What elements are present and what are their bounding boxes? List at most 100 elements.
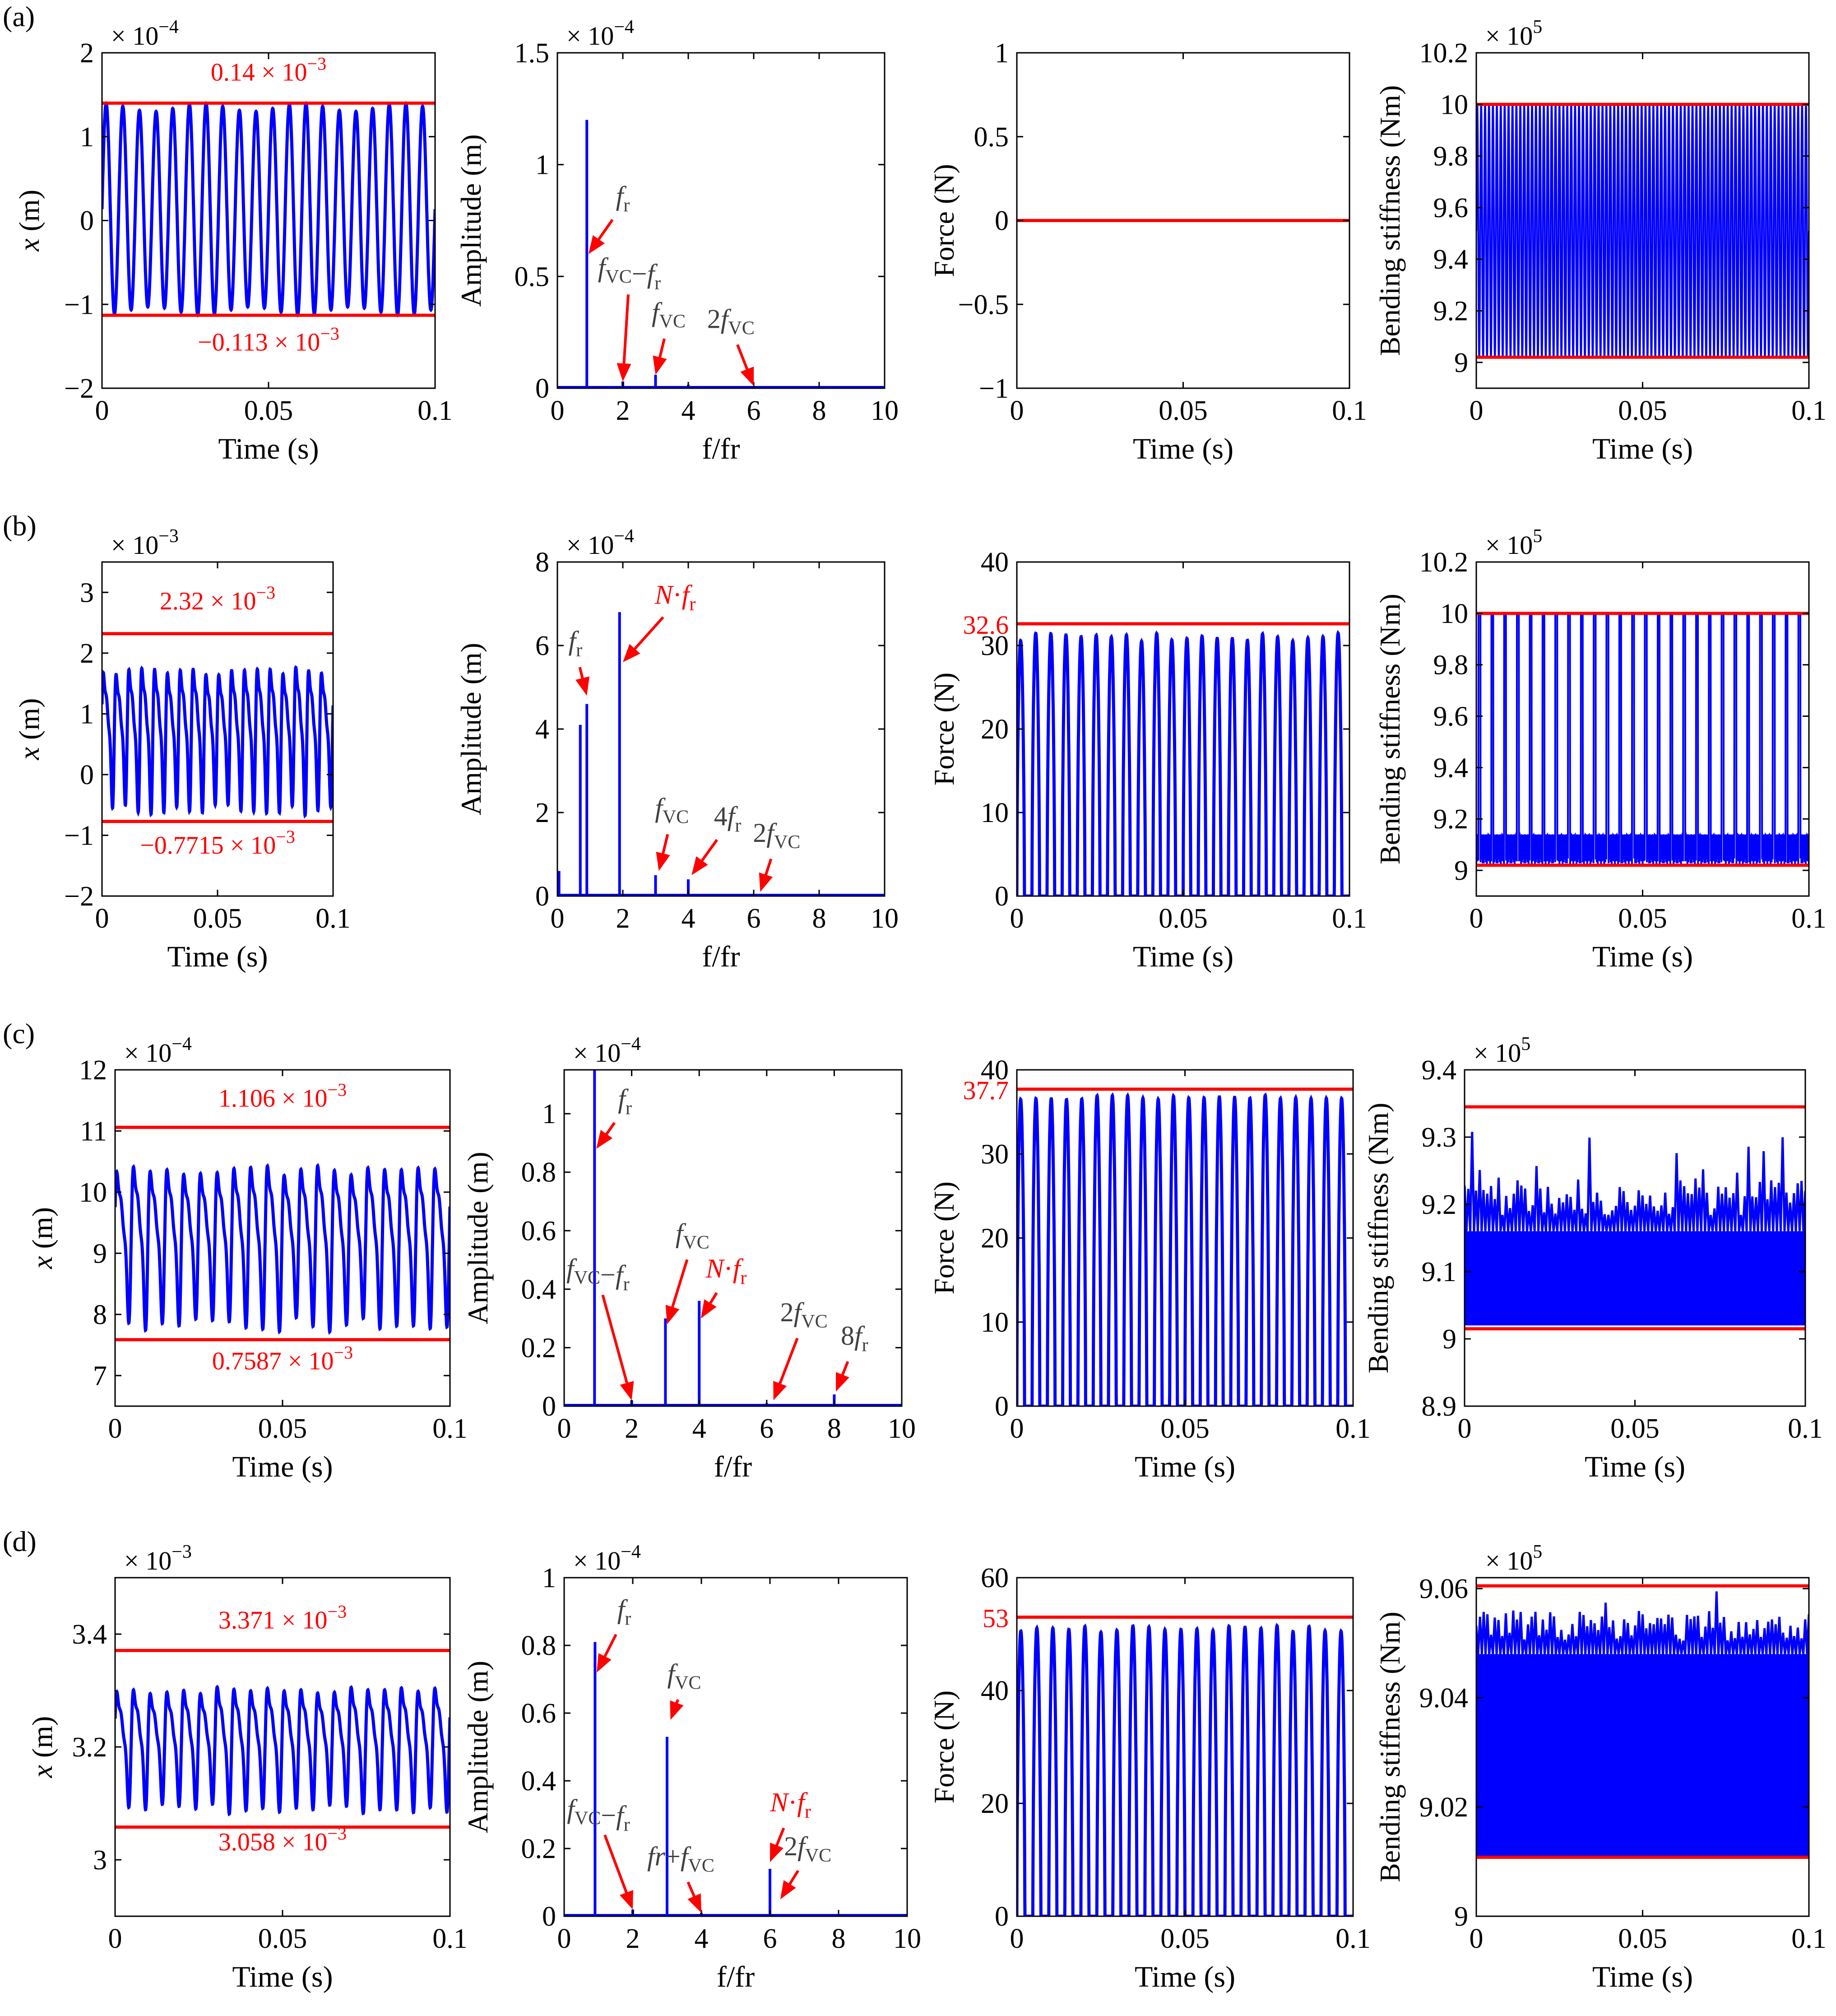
y-tick-label: 8.9 [1422,1391,1457,1422]
panel-b1: 0 0.05 0.1 −2 −1 0 1 2 3 Time (s) x (m) × 10−3 2.32 … [13,526,351,973]
x-tick-label: 0 [95,395,109,426]
annotation-label-2: fVC [652,297,686,332]
axes-box [556,52,886,389]
x-tick-label: 4 [695,1923,709,1954]
annotation-arrowhead-1 [617,363,631,382]
y-axis-label: x (m) [13,698,45,761]
y-tick-label: 0.5 [974,122,1009,153]
annotation-label-2: fVC [676,1218,709,1253]
signal-trace [1017,1092,1353,1406]
panel-b4: 0 0.05 0.1 9 9.2 9.4 9.6 9.8 10 10.2 Time (s) Bendi… [1374,526,1827,973]
reference-value-label-1: −0.7715 × 10−3 [140,827,295,859]
annotation-arrowhead-4 [773,1380,787,1401]
y-axis-label: Bending stiffness (Nm) [1374,594,1406,864]
y-tick-label: 10 [981,798,1009,828]
annotation-label-0: fr [618,1084,632,1119]
x-tick-label: 0.05 [1159,395,1208,426]
annotation-arrowhead-0 [596,1129,613,1149]
y-tick-label: −2 [64,881,94,912]
y-axis-label: x (m) [26,1207,58,1269]
x-tick-label: 0 [1470,1923,1484,1954]
y-tick-label: 2 [80,638,94,669]
annotation-label-1: fVC−fr [598,252,661,293]
reference-value-label-0: 2.32 × 10−3 [160,582,275,615]
y-tick-label: 9.2 [1433,804,1469,835]
x-tick-label: 6 [747,395,761,426]
y-tick-label: 0 [542,1391,556,1422]
x-axis-label: Time (s) [1133,940,1233,973]
x-tick-label: 0 [1458,1413,1472,1444]
y-tick-label: 8 [535,547,549,578]
panel-c4: 0 0.05 0.1 8.9 9 9.1 9.2 9.3 9.4 Time (s) Bending … [1362,1034,1823,1483]
row-label-a: (a) [3,0,35,33]
y-tick-label: 0.4 [521,1766,556,1797]
plot-area-d3 [1017,1616,1353,1916]
x-axis-label: f/fr [714,1450,752,1483]
annotation-arrowhead-2 [656,851,670,871]
x-tick-label: 0 [551,395,565,426]
y-tick-label: 9 [1454,348,1468,378]
y-tick-label: 9 [1442,1324,1456,1355]
x-tick-label: 8 [812,903,826,934]
y-tick-label: 0 [995,881,1009,912]
y-tick-label: 30 [981,1139,1009,1170]
x-tick-label: 0.05 [1618,395,1667,426]
x-tick-label: 10 [871,395,899,426]
y-tick-label: 1.5 [515,38,550,69]
annotation-arrowhead-4 [759,872,773,892]
annotation-label-3: fr+fVC [647,1842,714,1877]
annotation-arrowhead-1 [623,644,640,662]
x-tick-label: 0.1 [432,1923,468,1954]
annotation-label-0: fr [569,626,583,660]
signal-trace [115,1163,450,1335]
annotation-label-0: fr [616,181,630,216]
axis-exponent: × 105 [1474,1034,1530,1068]
y-axis-label: Force (N) [928,673,960,786]
annotation-arrowhead-5 [836,1372,849,1392]
plot-area-a1 [102,101,435,318]
y-tick-label: 9.4 [1433,753,1469,783]
annotation-arrowhead-3 [691,856,708,875]
y-tick-label: 10.2 [1419,38,1469,69]
x-tick-label: 0 [1010,1413,1024,1444]
plot-area-d2 [564,1642,907,1916]
y-tick-label: 9.06 [1419,1574,1469,1604]
x-tick-label: 2 [625,1413,639,1444]
y-tick-label: 9.4 [1422,1055,1457,1086]
x-tick-label: 4 [682,395,695,426]
x-tick-label: 0.1 [417,395,453,426]
axis-exponent: × 10−4 [573,1034,641,1068]
y-tick-label: 2 [80,38,94,69]
row-label-c: (c) [3,1017,35,1050]
y-tick-label: 9 [1454,1901,1468,1932]
stiffness-band [1476,1654,1809,1856]
y-tick-label: 9 [1454,855,1468,886]
axis-exponent: × 10−4 [124,1034,192,1068]
y-tick-label: 1 [542,1099,556,1129]
panel-d2: 0 2 4 6 8 10 0 0.2 0.4 0.6 0.8 1 f/fr Amplitude (m) × … [462,1542,921,1993]
plot-area-b2 [557,612,885,896]
x-tick-label: 0.1 [1791,395,1827,426]
y-tick-label: 3 [93,1845,107,1876]
x-axis-label: f/fr [702,432,740,465]
x-tick-label: 0.1 [1791,1923,1827,1954]
x-tick-label: 0 [108,1413,122,1444]
annotation-arrowhead-2 [665,1305,680,1324]
y-tick-label: 20 [981,1223,1009,1254]
panel-a4: 0 0.05 0.1 9 9.2 9.4 9.6 9.8 10 10.2 Time (s) Bendi… [1374,17,1827,465]
force-peak-label: 53 [983,1604,1009,1633]
plot-area-c1 [115,1125,450,1342]
y-tick-label: 1 [535,150,549,181]
annotation-label-3: N·fr [705,1254,747,1288]
y-tick-label: 0 [995,1901,1009,1932]
annotation-label-0: fr [617,1594,631,1629]
annotation-label-4: N·fr [770,1788,811,1822]
x-tick-label: 0 [95,903,109,934]
x-axis-label: Time (s) [1592,1960,1693,1993]
y-tick-label: 6 [535,631,549,661]
annotation-arrow-1 [622,294,630,374]
annotation-arrowhead-1 [620,1381,634,1401]
x-tick-label: 0.1 [1791,903,1827,934]
x-tick-label: 0.1 [315,903,351,934]
y-tick-label: 0.2 [521,1834,556,1864]
